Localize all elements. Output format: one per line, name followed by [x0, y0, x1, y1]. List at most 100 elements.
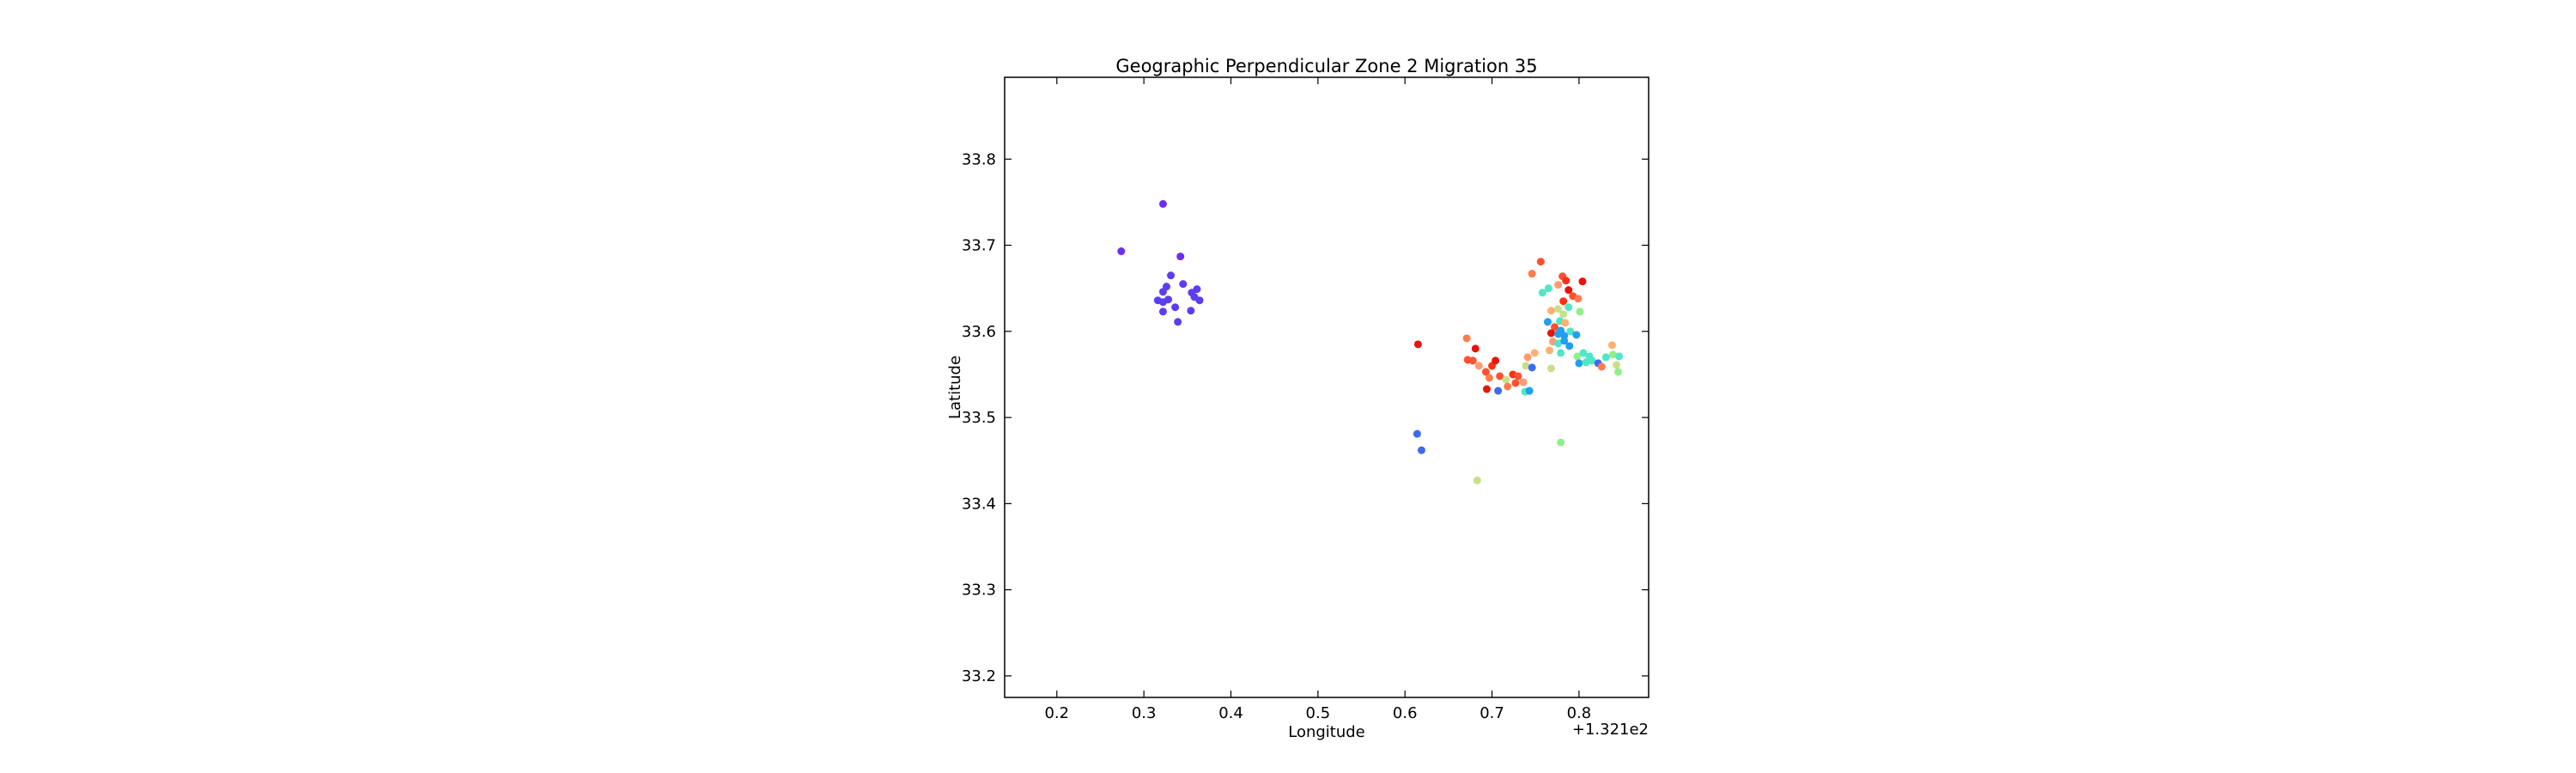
data-point [1574, 295, 1583, 303]
x-tick-label: 0.7 [1479, 704, 1504, 722]
data-point [1473, 476, 1481, 484]
data-point [1193, 285, 1201, 294]
data-point [1511, 379, 1520, 387]
x-tick-label: 0.5 [1306, 704, 1331, 722]
data-point [1117, 247, 1126, 256]
x-axis-label: Longitude [1288, 723, 1365, 741]
data-point [1481, 368, 1490, 376]
y-tick-label: 33.4 [962, 495, 996, 513]
data-point [1502, 375, 1510, 384]
data-point [1562, 277, 1571, 285]
data-point [1494, 386, 1503, 395]
data-point [1462, 334, 1471, 343]
data-point [1485, 374, 1494, 382]
data-point [1579, 349, 1588, 357]
chart-title: Geographic Perpendicular Zone 2 Migratio… [1115, 56, 1537, 76]
data-point [1158, 298, 1167, 307]
y-tick-label: 33.2 [962, 667, 996, 685]
data-point [1546, 329, 1555, 338]
data-point [1522, 362, 1530, 370]
data-point [1176, 253, 1185, 261]
data-point [1608, 350, 1617, 359]
data-point [1504, 382, 1512, 391]
data-point [1519, 378, 1528, 386]
x-tick-label: 0.2 [1044, 704, 1069, 722]
data-point [1588, 356, 1596, 365]
data-point [1543, 318, 1552, 326]
data-point [1559, 310, 1568, 319]
y-tick-label: 33.5 [962, 409, 996, 427]
data-point [1560, 337, 1569, 345]
x-tick-label: 0.8 [1567, 704, 1592, 722]
data-point [1158, 307, 1167, 316]
data-point [1523, 353, 1532, 362]
x-tick-label: 0.4 [1218, 704, 1243, 722]
y-tick-label: 33.8 [962, 150, 996, 168]
data-point [1564, 303, 1573, 312]
data-point [1544, 284, 1552, 293]
data-point [1565, 342, 1574, 350]
data-point [1557, 438, 1565, 447]
data-point [1538, 289, 1546, 297]
y-tick-label: 33.3 [962, 581, 996, 600]
data-point [1572, 331, 1581, 339]
y-axis-label: Latitude [946, 356, 964, 419]
data-point [1545, 346, 1553, 355]
data-point [1613, 361, 1620, 369]
data-point [1174, 318, 1182, 326]
data-point [1187, 307, 1195, 315]
data-point [1614, 368, 1623, 376]
data-point [1167, 271, 1176, 280]
x-ticks: 0.2 0.3 0.4 0.5 0.6 0.7 0.8 [1044, 77, 1591, 722]
data-point [1514, 372, 1522, 380]
data-point [1554, 339, 1563, 348]
data-point [1474, 362, 1483, 370]
data-point [1528, 363, 1536, 372]
data-point [1525, 386, 1534, 395]
data-point [1554, 305, 1563, 313]
data-point [1171, 303, 1180, 312]
data-point [1496, 372, 1504, 380]
data-point [1573, 352, 1582, 361]
data-point [1482, 385, 1491, 393]
data-point [1179, 280, 1188, 289]
data-point [1554, 281, 1563, 289]
data-point [1564, 286, 1573, 295]
data-point [1615, 352, 1624, 361]
data-point [1607, 341, 1616, 350]
data-point [1597, 362, 1606, 371]
data-point [1546, 364, 1555, 373]
data-point [1551, 323, 1559, 332]
y-tick-label: 33.6 [962, 323, 996, 341]
data-point [1536, 258, 1545, 266]
data-point [1530, 349, 1539, 357]
y-tick-label: 33.7 [962, 237, 996, 255]
data-point [1561, 319, 1570, 327]
data-point [1413, 340, 1422, 349]
data-point [1557, 349, 1565, 357]
data-point [1468, 356, 1477, 365]
x-tick-label: 0.3 [1132, 704, 1157, 722]
data-point [1492, 356, 1500, 365]
data-point [1566, 327, 1575, 336]
data-point [1158, 288, 1167, 296]
data-point [1578, 277, 1587, 286]
points-layer [1117, 199, 1624, 484]
data-point [1575, 359, 1583, 368]
data-point [1417, 446, 1425, 454]
data-point [1158, 199, 1167, 208]
data-point [1528, 270, 1536, 278]
data-point [1546, 307, 1555, 315]
data-point [1576, 307, 1584, 316]
x-tick-label: 0.6 [1393, 704, 1418, 722]
data-point [1601, 353, 1610, 362]
data-point [1195, 296, 1204, 305]
axes-frame [1004, 76, 1649, 698]
data-point [1559, 297, 1568, 306]
data-point [1582, 358, 1590, 367]
y-ticks: 33.2 33.3 33.4 33.5 33.6 33.7 33.8 [962, 150, 1649, 685]
data-point [1471, 344, 1479, 353]
data-point [1413, 429, 1421, 438]
